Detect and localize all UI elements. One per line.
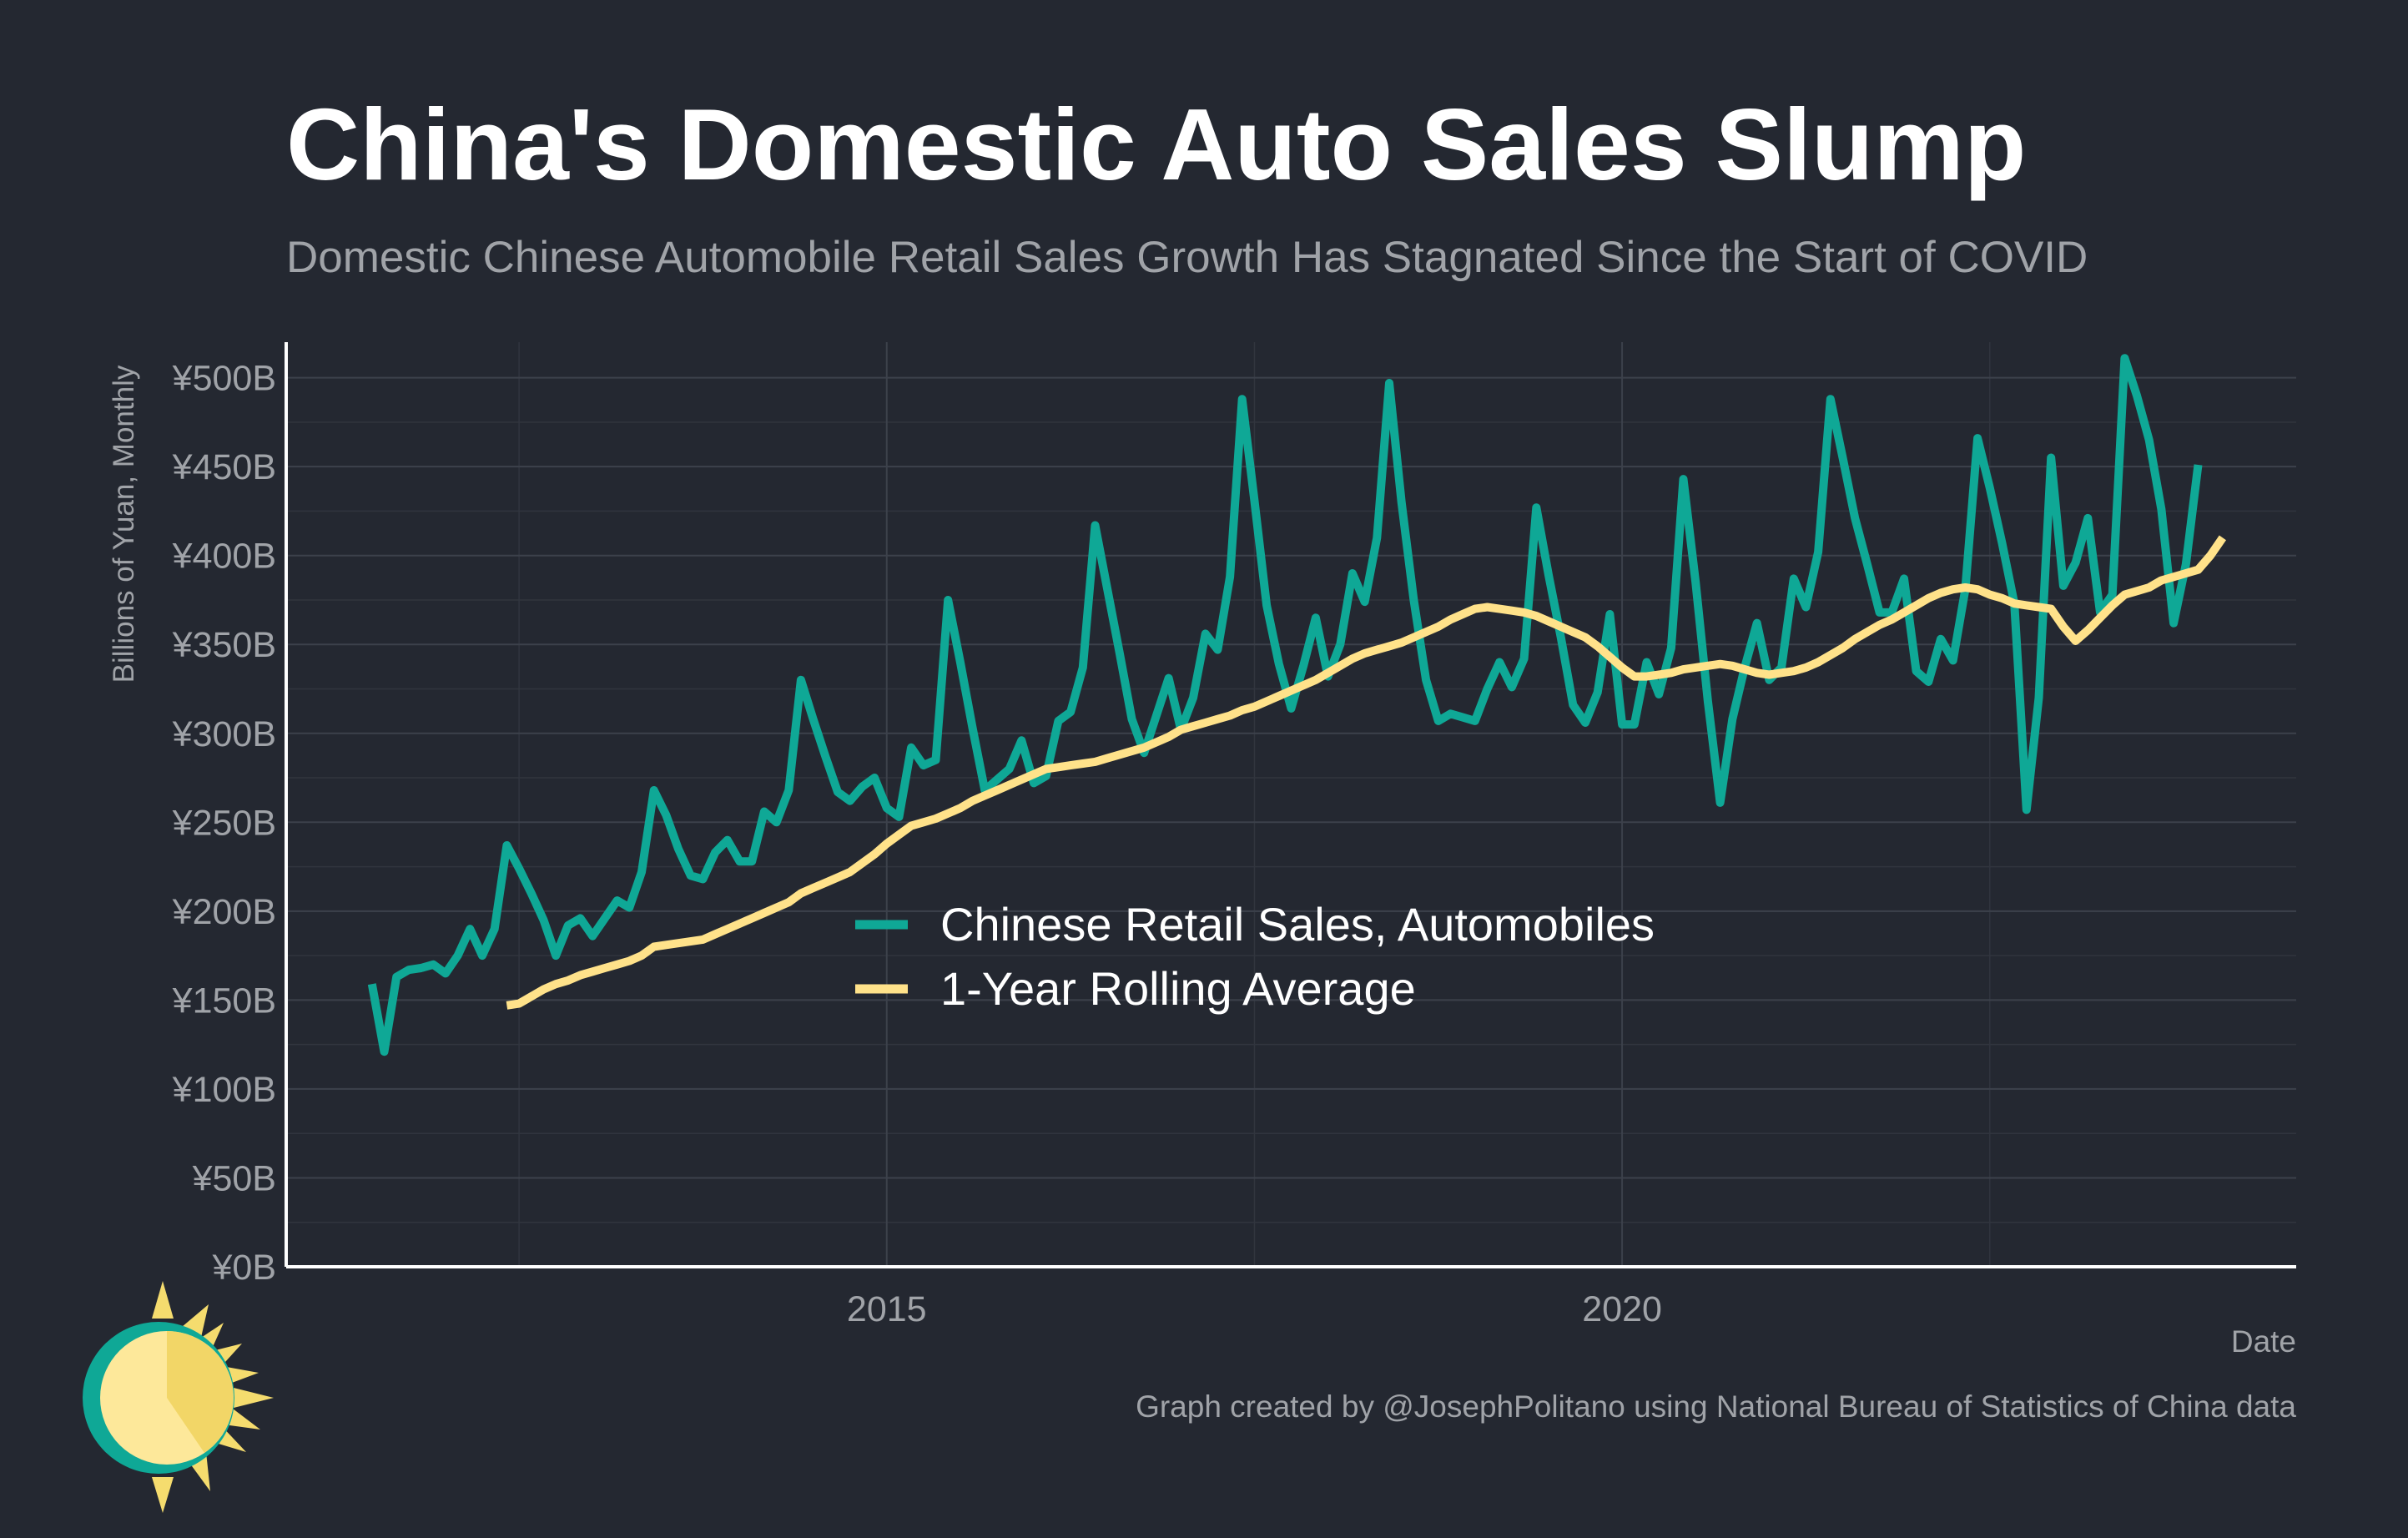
y-tick-label: ¥400B — [172, 537, 276, 577]
x-tick-label: 2020 — [1582, 1289, 1662, 1329]
source-caption: Graph created by @JosephPolitano using N… — [1136, 1389, 2296, 1424]
legend-label: 1-Year Rolling Average — [940, 962, 1416, 1015]
y-tick-label: ¥100B — [172, 1070, 276, 1110]
y-axis-label: Billions of Yuan, Monthly — [108, 365, 140, 683]
major-gridlines — [286, 342, 2296, 1267]
x-tick-label: 2015 — [847, 1289, 927, 1329]
minor-gridlines — [286, 342, 2296, 1267]
legend: Chinese Retail Sales, Automobiles 1-Year … — [855, 898, 1655, 1015]
y-tick-label: ¥150B — [172, 981, 276, 1021]
x-axis-label: Date — [2231, 1324, 2296, 1359]
chart-subtitle: Domestic Chinese Automobile Retail Sales… — [286, 233, 2088, 282]
y-tick-label: ¥0B — [211, 1248, 276, 1288]
y-tick-label: ¥250B — [172, 803, 276, 843]
y-tick-label: ¥300B — [172, 714, 276, 754]
series-line-rolling-average — [506, 535, 2227, 1010]
y-tick-label: ¥350B — [172, 625, 276, 665]
series-line-retail-sales — [367, 354, 2203, 1056]
y-tick-label: ¥450B — [172, 447, 276, 487]
y-tick-label: ¥50B — [192, 1158, 276, 1198]
chart-title: China's Domestic Auto Sales Slump — [286, 88, 2027, 201]
y-tick-label: ¥200B — [172, 892, 276, 932]
y-tick-label: ¥500B — [172, 359, 276, 399]
sun-logo-icon — [83, 1281, 274, 1513]
legend-label: Chinese Retail Sales, Automobiles — [940, 898, 1655, 951]
series-lines — [367, 354, 2227, 1056]
x-axis-ticks: 2015 2020 — [847, 1289, 1662, 1329]
y-axis-ticks: ¥0B ¥50B ¥100B ¥150B ¥200B ¥250B ¥300B ¥350B ¥40… — [172, 359, 276, 1288]
